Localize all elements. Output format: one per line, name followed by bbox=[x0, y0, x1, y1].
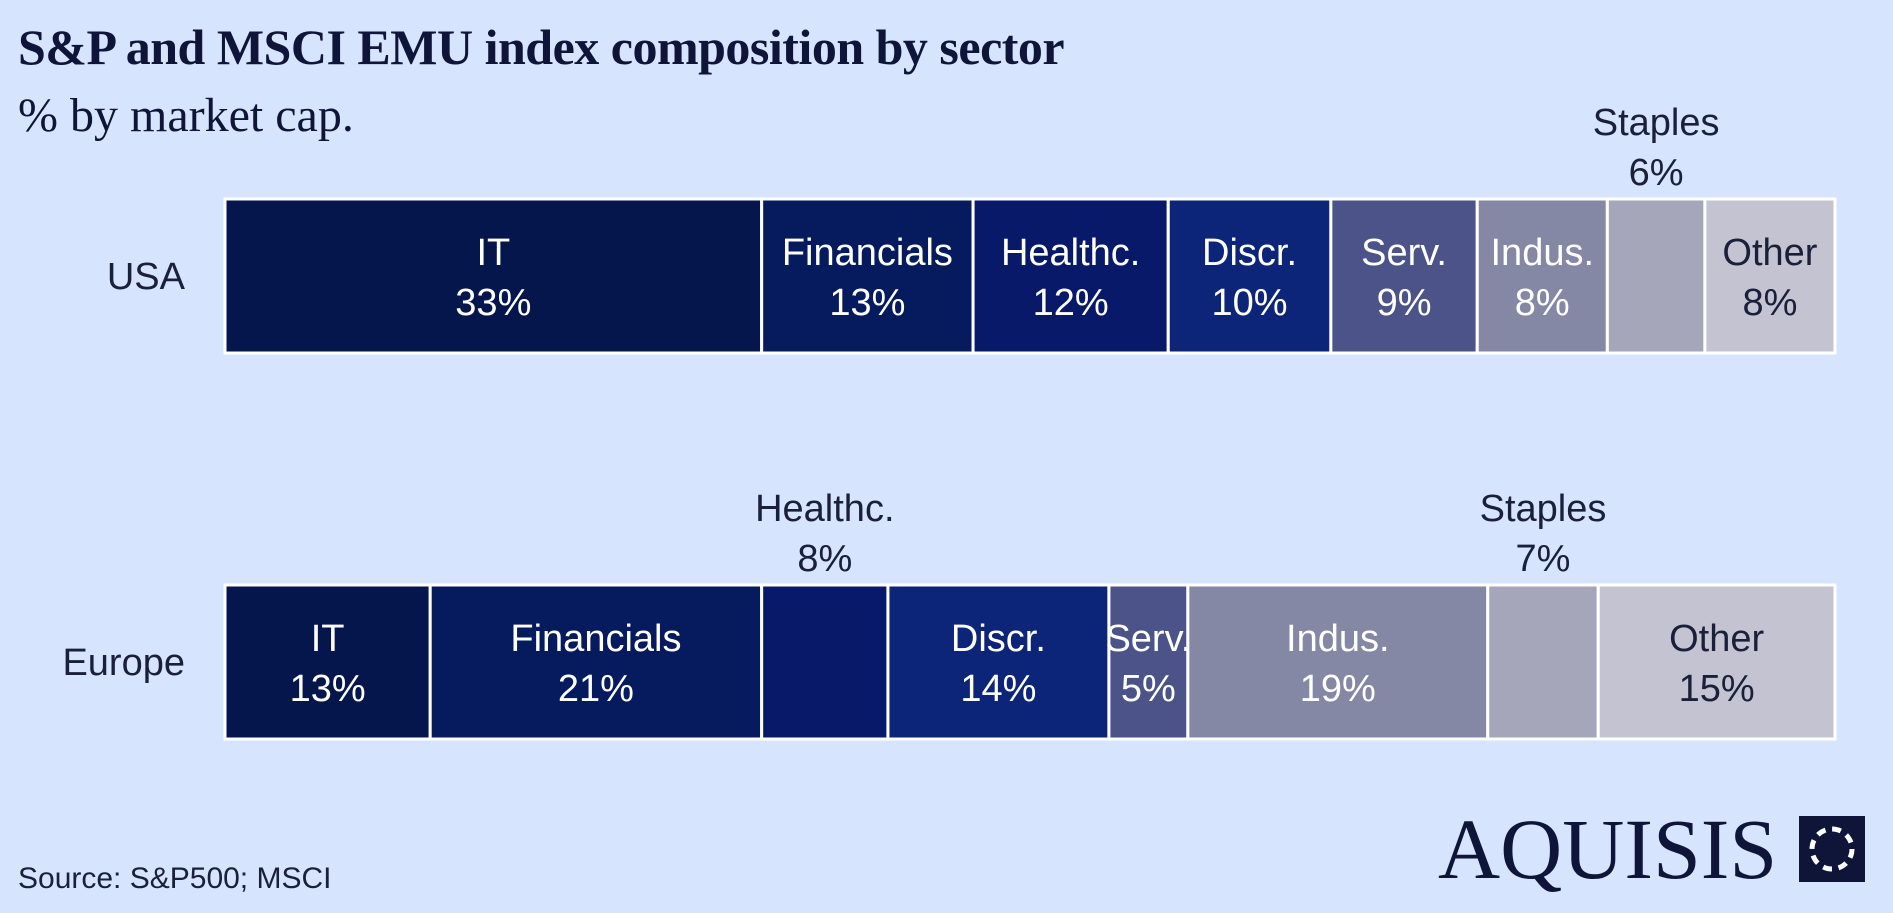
segment-value-europe-financials: 21% bbox=[558, 668, 634, 710]
segment-value-europe-discr: 14% bbox=[960, 668, 1036, 710]
category-label-europe: Europe bbox=[62, 642, 185, 684]
bar-segment-europe-other bbox=[1596, 583, 1837, 741]
segment-value-europe-serv: 5% bbox=[1121, 668, 1176, 710]
segment-label-europe-staples: Staples bbox=[1480, 488, 1607, 530]
bar-segment-europe-indus bbox=[1186, 583, 1490, 741]
segment-value-europe-healthc: 8% bbox=[797, 538, 852, 580]
segment-label-europe-it: IT bbox=[311, 618, 345, 660]
segment-value-usa-serv: 9% bbox=[1377, 282, 1432, 324]
segment-label-europe-indus: Indus. bbox=[1286, 618, 1390, 660]
bar-segment-usa-serv bbox=[1329, 197, 1479, 355]
chart-subtitle: % by market cap. bbox=[18, 89, 354, 142]
dotted-circle-logo-icon bbox=[1799, 816, 1866, 882]
bar-segment-europe-discr bbox=[886, 583, 1111, 741]
segment-label-usa-healthc: Healthc. bbox=[1001, 232, 1140, 274]
segment-label-usa-financials: Financials bbox=[782, 232, 953, 274]
segment-value-europe-indus: 19% bbox=[1300, 668, 1376, 710]
bar-segment-europe-healthc bbox=[760, 583, 890, 741]
bar-segment-usa-healthc bbox=[971, 197, 1170, 355]
segment-label-usa-serv: Serv. bbox=[1361, 232, 1447, 274]
brand-name: AQUISIS bbox=[1438, 801, 1778, 897]
bar-segment-usa-indus bbox=[1475, 197, 1609, 355]
bar-segment-europe-it bbox=[223, 583, 432, 741]
source-note: Source: S&P500; MSCI bbox=[18, 862, 332, 895]
segment-value-usa-healthc: 12% bbox=[1033, 282, 1109, 324]
segment-label-usa-discr: Discr. bbox=[1202, 232, 1297, 274]
segment-value-europe-staples: 7% bbox=[1516, 538, 1571, 580]
bar-segment-usa-it bbox=[223, 197, 764, 355]
bar-segment-europe-serv bbox=[1107, 583, 1190, 741]
segment-value-usa-indus: 8% bbox=[1515, 282, 1570, 324]
segment-label-usa-other: Other bbox=[1722, 232, 1817, 274]
segment-label-europe-healthc: Healthc. bbox=[755, 488, 894, 530]
bar-segment-usa-discr bbox=[1166, 197, 1333, 355]
segment-label-europe-serv: Serv. bbox=[1105, 618, 1191, 660]
segment-label-europe-financials: Financials bbox=[510, 618, 681, 660]
bar-segment-europe-financials bbox=[428, 583, 764, 741]
bar-segment-usa-staples bbox=[1605, 197, 1707, 355]
segment-value-usa-other: 8% bbox=[1742, 282, 1797, 324]
segment-value-usa-discr: 10% bbox=[1212, 282, 1288, 324]
bar-segment-usa-other bbox=[1703, 197, 1837, 355]
brand-logo: AQUISIS bbox=[1438, 801, 1866, 897]
category-label-usa: USA bbox=[107, 256, 186, 298]
segment-value-usa-it: 33% bbox=[455, 282, 531, 324]
segment-value-europe-it: 13% bbox=[290, 668, 366, 710]
segment-label-usa-it: IT bbox=[476, 232, 510, 274]
segment-label-europe-other: Other bbox=[1669, 618, 1764, 660]
segment-label-usa-indus: Indus. bbox=[1491, 232, 1595, 274]
chart-title: S&P and MSCI EMU index composition by se… bbox=[18, 19, 1065, 75]
segment-value-usa-staples: 6% bbox=[1629, 152, 1684, 194]
bar-segment-europe-staples bbox=[1486, 583, 1600, 741]
segment-value-usa-financials: 13% bbox=[829, 282, 905, 324]
segment-value-europe-other: 15% bbox=[1679, 668, 1755, 710]
bar-segment-usa-financials bbox=[760, 197, 975, 355]
segment-label-usa-staples: Staples bbox=[1593, 102, 1720, 144]
segment-label-europe-discr: Discr. bbox=[951, 618, 1046, 660]
